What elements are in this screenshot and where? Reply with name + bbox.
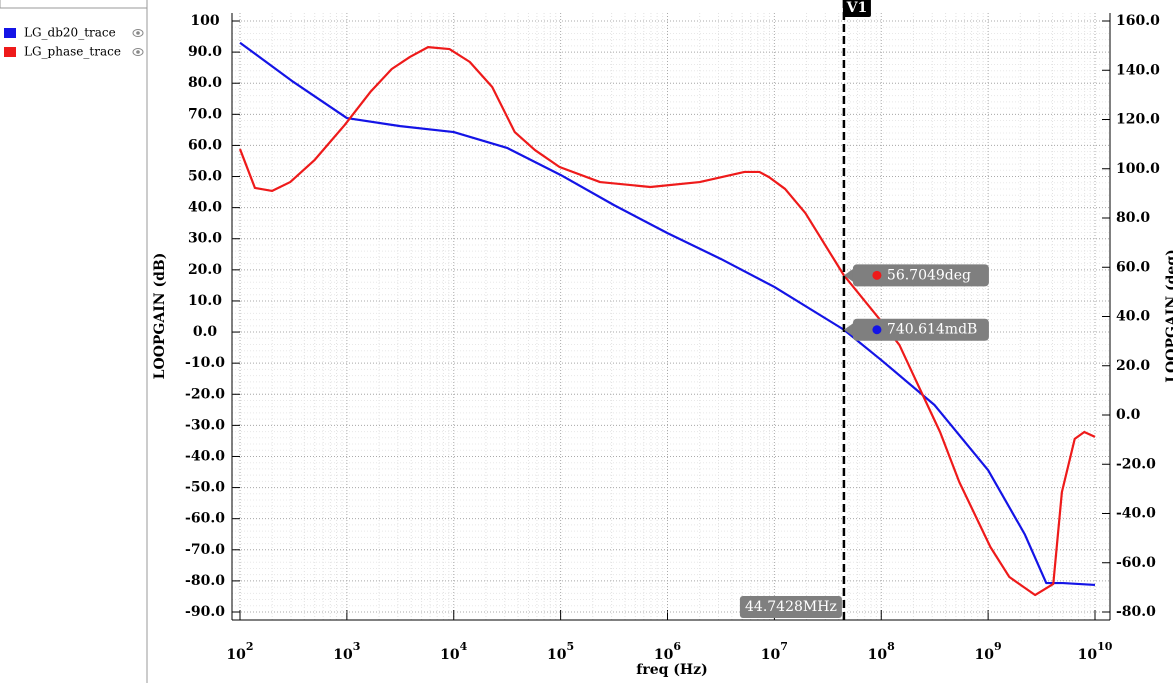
x-tick-exponent: 3 [353,640,361,653]
y2-tick-label: 140.0 [1116,62,1160,78]
cursor-x-box [739,596,842,618]
x-tick-label: 107 [761,640,788,663]
series-line [239,41,1096,587]
y2-tick-label: 20.0 [1116,358,1150,374]
x-tick-base: 10 [226,647,246,663]
x-tick-label: 105 [547,640,574,663]
visibility-icon-pupil [136,50,140,54]
x-tick-exponent: 9 [994,640,1002,653]
cursor-name: V1 [846,0,868,16]
cursor-tag [842,0,871,17]
y2-tick-label: -60.0 [1116,555,1156,571]
x-tick-base: 10 [440,647,460,663]
x-tick-exponent: 7 [780,640,788,653]
y2-tick-label: 160.0 [1116,13,1160,29]
callout-box [852,264,989,287]
x-tick-exponent: 6 [673,640,681,653]
y-tick-label: 10.0 [188,293,222,309]
y-tick-label: 90.0 [188,44,222,60]
x-tick-label: 103 [333,640,360,663]
y-tick-label: 50.0 [188,169,222,185]
visibility-icon [132,48,144,56]
cursor-point [872,270,882,280]
legend: LG_db20_trace LG_phase_trace [4,26,144,59]
y-tick-label: -40.0 [185,448,225,464]
y-tick-label: 30.0 [188,231,222,247]
y2-tick-label: -20.0 [1116,456,1156,472]
y2-tick-label: 40.0 [1116,309,1150,325]
cursor-point [872,325,882,335]
x-tick-base: 10 [975,647,995,663]
callout-pointer [843,268,854,283]
callout-label: 56.7049deg [887,267,971,283]
y-tick-label: -10.0 [185,355,225,371]
x-tick-base: 10 [868,647,888,663]
y-tick-label: 70.0 [188,106,222,122]
cursor-x-label: 44.7428MHz [745,599,837,615]
legend-label: LG_db20_trace [24,26,116,40]
x-tick-exponent: 4 [460,640,468,653]
y-tick-label: -60.0 [185,511,225,527]
x-tick-label: 102 [226,640,253,663]
legend-swatch [4,28,16,38]
y2-tick-label: 120.0 [1116,112,1160,128]
y-tick-label: 100 [190,13,219,29]
callout-label: 740.614mdB [887,322,977,338]
y2-axis-label: LOOPGAIN (deg) [1164,249,1173,383]
y-tick-label: 40.0 [188,200,222,216]
panel-tab [0,0,148,9]
x-tick-label: 104 [440,640,467,663]
y-tick-label: -50.0 [185,480,225,496]
x-tick-exponent: 5 [567,640,575,653]
series-line [238,46,1096,597]
visibility-icon-pupil [136,31,140,35]
y2-tick-label: 100.0 [1116,161,1160,177]
x-tick-exponent: 8 [887,640,895,653]
y-tick-label: 80.0 [188,75,222,91]
y-tick-label: 60.0 [188,137,222,153]
x-tick-label: 108 [868,640,895,663]
x-tick-base: 10 [333,647,353,663]
y2-tick-label: 80.0 [1116,210,1150,226]
x-tick-exponent: 10 [1097,640,1113,653]
y2-tick-label: -40.0 [1116,506,1156,522]
x-tick-base: 10 [654,647,674,663]
y-tick-label: -70.0 [185,542,225,558]
y-tick-label: 20.0 [188,262,222,278]
y-tick-label: -30.0 [185,417,225,433]
y2-tick-label: -80.0 [1116,604,1156,620]
x-tick-base: 10 [1078,647,1098,663]
x-tick-label: 109 [975,640,1002,663]
x-tick-base: 10 [547,647,567,663]
x-tick-label: 106 [654,640,681,663]
x-tick-exponent: 2 [246,640,254,653]
y-axis-label: LOOPGAIN (dB) [152,253,168,380]
y-tick-label: 0.0 [193,324,218,340]
y-tick-label: -20.0 [185,386,225,402]
legend-swatch [4,47,16,57]
x-axis-label: freq (Hz) [636,662,707,678]
y-tick-label: -80.0 [185,573,225,589]
callout-box [852,318,989,341]
y2-tick-label: 0.0 [1116,407,1141,423]
y-tick-label: -90.0 [185,604,225,620]
legend-label: LG_phase_trace [24,45,121,59]
x-tick-label: 1010 [1078,640,1113,663]
visibility-icon [132,29,144,37]
callout-pointer [843,322,854,337]
x-tick-base: 10 [761,647,781,663]
y2-tick-label: 60.0 [1116,259,1150,275]
